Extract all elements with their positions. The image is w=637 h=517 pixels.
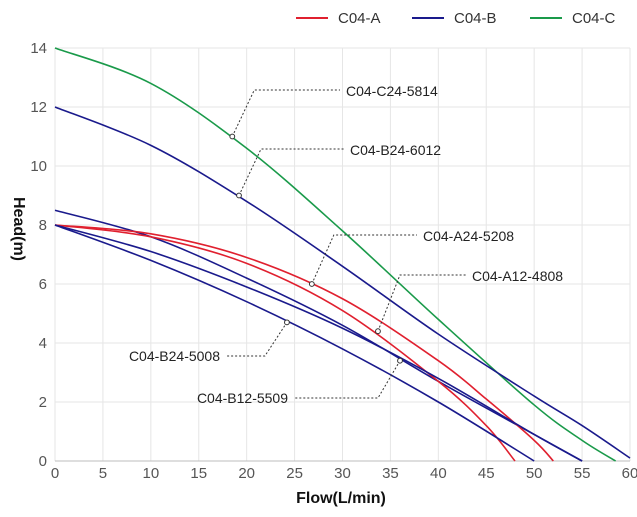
series-line: [54, 224, 516, 462]
series-line: [54, 106, 631, 459]
callout-label: C04-C24-5814: [346, 83, 438, 99]
x-tick-label: 55: [574, 465, 591, 482]
callout-leader: [311, 234, 417, 285]
x-tick-label: 50: [526, 465, 543, 482]
series-line: [54, 209, 583, 462]
x-tick-label: 0: [51, 465, 59, 482]
callout-label: C04-A12-4808: [472, 268, 563, 284]
callout-marker: [284, 319, 290, 326]
callout-label: C04-A24-5208: [423, 228, 514, 244]
x-tick-label: 20: [238, 465, 255, 482]
x-tick-label: 15: [190, 465, 207, 482]
legend-label: C04-C: [572, 10, 616, 27]
y-tick-label: 2: [39, 394, 47, 411]
callout-leader: [238, 148, 344, 196]
series-line: [54, 224, 583, 462]
y-tick-label: 8: [39, 217, 47, 234]
series-line: [54, 47, 617, 462]
y-axis-title: Head(m): [10, 197, 27, 261]
callout-leader: [377, 274, 466, 332]
x-tick-label: 25: [286, 465, 303, 482]
callouts: C04-C24-5814 C04-B24-6012 C04-A24-5208 C04-…: [129, 83, 563, 406]
callout-leader: [294, 360, 401, 399]
callout-marker: [236, 192, 242, 199]
y-tick-label: 10: [30, 158, 47, 175]
y-tick-label: 6: [39, 276, 47, 293]
callout-label: C04-B24-6012: [350, 142, 441, 158]
x-tick-label: 40: [430, 465, 447, 482]
callout-leader: [226, 322, 288, 357]
y-tick-label: 14: [30, 40, 47, 57]
legend: C04-A C04-B C04-C: [296, 10, 616, 27]
x-tick-label: 35: [382, 465, 399, 482]
callout-marker: [229, 133, 236, 140]
y-tick-label: 12: [30, 99, 47, 116]
x-tick-label: 10: [142, 465, 159, 482]
x-tick-label: 60: [622, 465, 637, 482]
axes: 0 5 10 15 20 25 30 35 40 45 50 55 60 0 2 4 6 8 10 12 14: [30, 40, 637, 482]
grid: [54, 47, 631, 462]
series-line: [54, 224, 535, 462]
callout-marker: [375, 328, 381, 335]
callout-marker: [308, 281, 315, 287]
series-lines: [54, 47, 631, 462]
callout-marker: [397, 357, 403, 364]
x-tick-label: 45: [478, 465, 495, 482]
legend-label: C04-B: [454, 10, 497, 27]
x-axis-title: Flow(L/min): [296, 490, 386, 507]
y-tick-label: 4: [39, 335, 47, 352]
legend-label: C04-A: [338, 10, 381, 27]
x-tick-label: 5: [99, 465, 107, 482]
callout-leader: [231, 89, 340, 137]
y-tick-label: 0: [39, 453, 47, 470]
callout-label: C04-B24-5008: [129, 348, 220, 364]
x-tick-label: 30: [334, 465, 351, 482]
callout-label: C04-B12-5509: [197, 390, 288, 406]
series-line: [54, 224, 554, 462]
